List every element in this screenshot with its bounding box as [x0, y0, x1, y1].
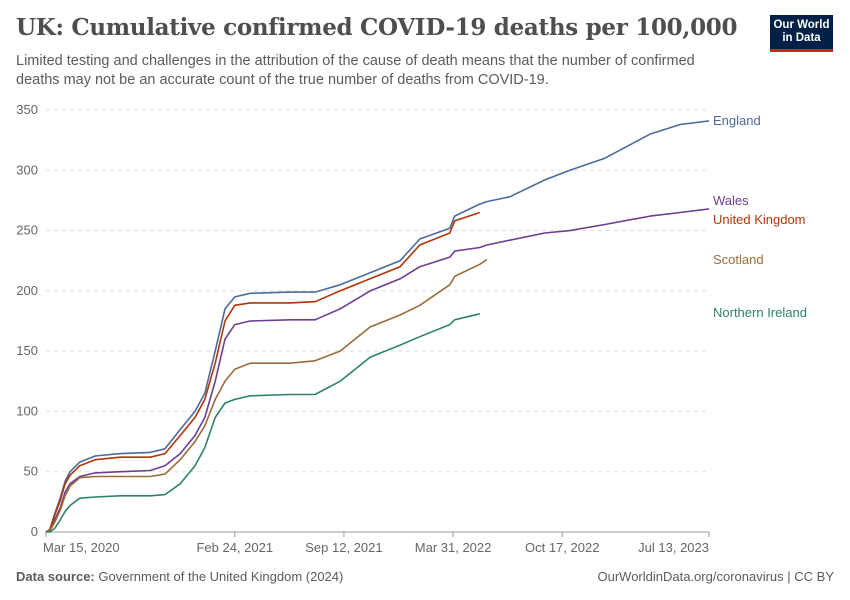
x-tick-label: Jul 13, 2023: [638, 540, 709, 555]
series-label: Northern Ireland: [713, 305, 807, 320]
x-tick-label: Feb 24, 2021: [196, 540, 273, 555]
series-line-united-kingdom: [45, 211, 481, 533]
y-tick-label: 100: [16, 403, 38, 418]
data-source: Data source: Government of the United Ki…: [16, 569, 344, 584]
series-label: Wales: [713, 193, 749, 208]
y-tick-label: 0: [31, 524, 38, 539]
series-label: Scotland: [713, 252, 764, 267]
series-label: United Kingdom: [713, 212, 806, 227]
x-tick-label: Mar 15, 2020: [43, 540, 120, 555]
x-tick-label: Sep 12, 2021: [305, 540, 382, 555]
series-line-scotland: [45, 258, 488, 533]
y-tick-label: 200: [16, 283, 38, 298]
y-tick-label: 50: [24, 464, 38, 479]
y-tick-label: 300: [16, 162, 38, 177]
y-tick-label: 150: [16, 343, 38, 358]
x-tick-label: Mar 31, 2022: [415, 540, 492, 555]
series-line-northern-ireland: [46, 313, 480, 533]
owid-logo[interactable]: Our World in Data: [770, 15, 833, 52]
series-line-wales: [45, 208, 710, 533]
source-link[interactable]: Government of the United Kingdom (2024): [98, 569, 344, 584]
chart-title: UK: Cumulative confirmed COVID-19 deaths…: [16, 14, 738, 41]
x-tick-label: Oct 17, 2022: [525, 540, 599, 555]
footer-link[interactable]: OurWorldinData.org/coronavirus | CC BY: [597, 569, 834, 584]
line-chart: 0 50 100 150 200 250 300 350 Mar 15, 2020 Feb 24,…: [16, 102, 807, 555]
chart-subtitle: Limited testing and challenges in the at…: [16, 53, 695, 88]
y-tick-label: 350: [16, 102, 38, 117]
series-label: England: [713, 113, 761, 128]
series-line-england: [45, 120, 710, 533]
y-tick-label: 250: [16, 223, 38, 238]
